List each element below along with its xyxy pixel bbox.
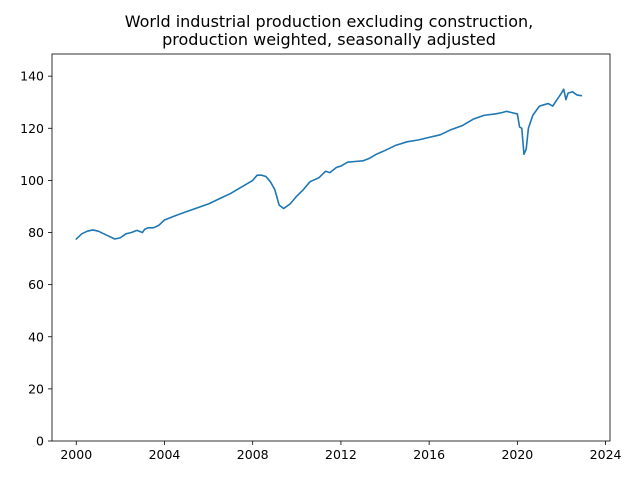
x-tick-label: 2016 bbox=[413, 447, 445, 462]
plot-area: 2000 2004 2008 2012 2016 2020 2024 0 20 40 60 80 100… bbox=[20, 53, 622, 462]
y-tick-label: 0 bbox=[36, 434, 44, 449]
chart-title-line2: production weighted, seasonally adjusted bbox=[162, 30, 496, 49]
x-tick-label: 2012 bbox=[325, 447, 357, 462]
x-tick-label: 2024 bbox=[590, 447, 622, 462]
y-tick-label: 80 bbox=[28, 225, 44, 240]
y-tick-label: 60 bbox=[28, 277, 44, 292]
y-tick-label: 100 bbox=[20, 173, 44, 188]
y-tick-label: 120 bbox=[20, 121, 44, 136]
x-tick-label: 2008 bbox=[237, 447, 269, 462]
x-tick-label: 2004 bbox=[149, 447, 181, 462]
y-tick-label: 20 bbox=[28, 381, 44, 396]
x-tick-label: 2020 bbox=[501, 447, 533, 462]
y-tick-label: 40 bbox=[28, 329, 44, 344]
axes-frame bbox=[51, 53, 611, 442]
y-tick-label: 140 bbox=[20, 69, 44, 84]
series-line bbox=[75, 88, 583, 240]
x-tick-label: 2000 bbox=[60, 447, 92, 462]
chart-title-line1: World industrial production excluding co… bbox=[125, 12, 534, 31]
